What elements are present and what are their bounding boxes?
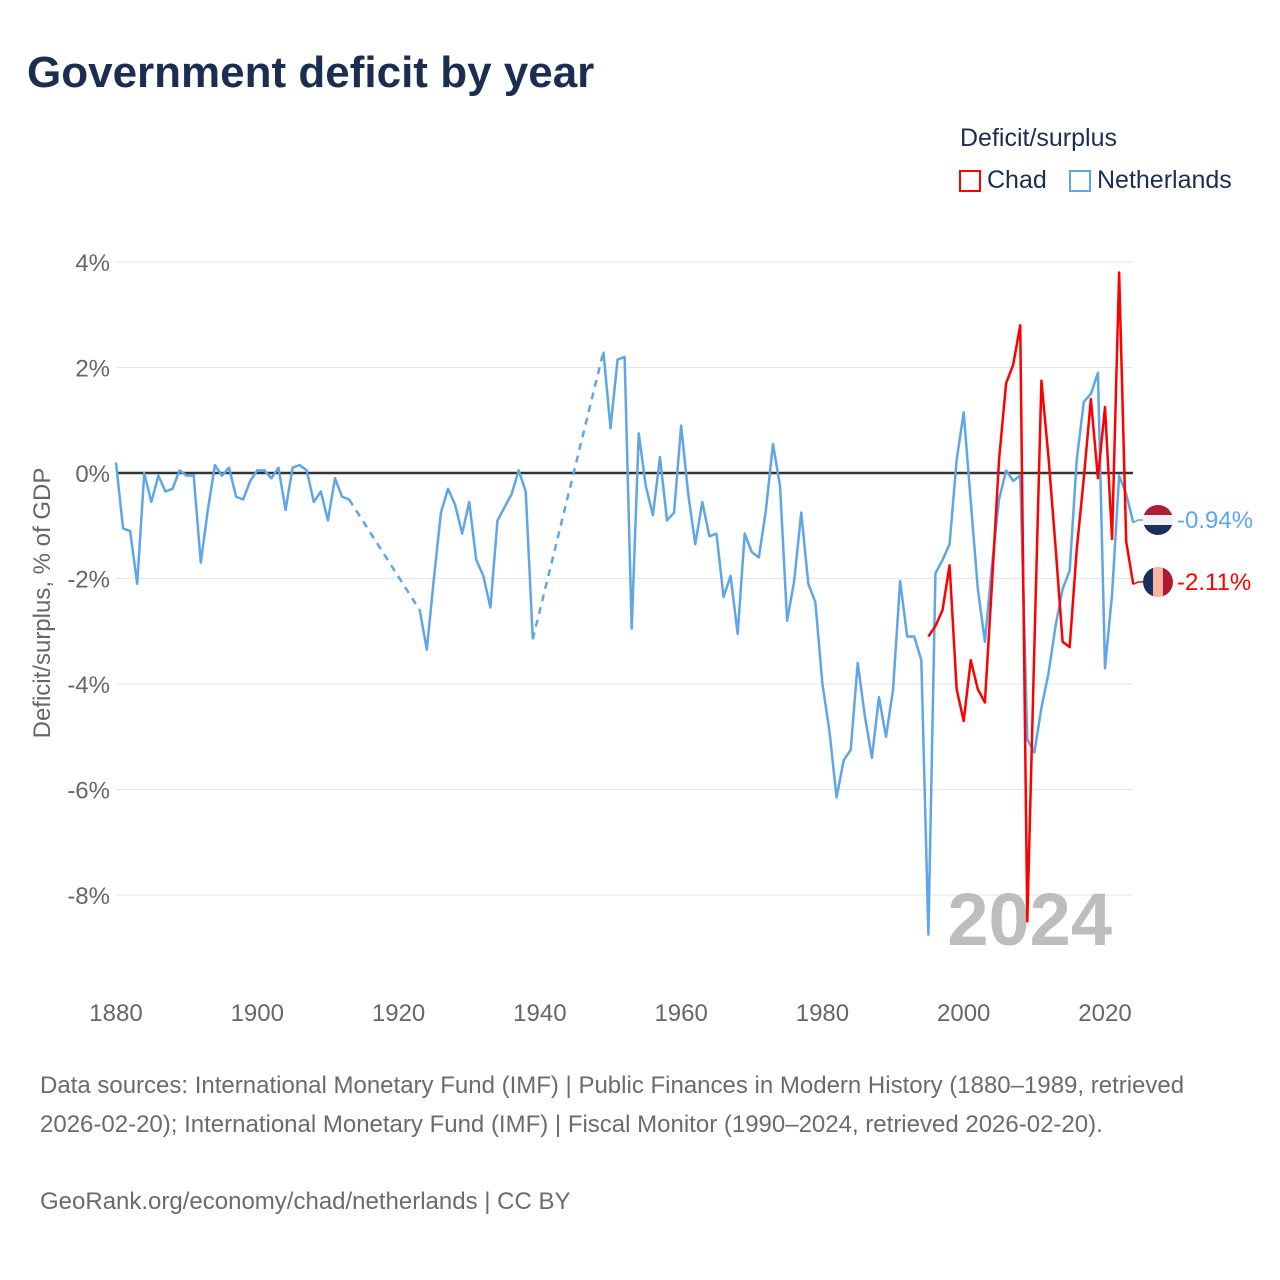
- y-tick-label: -4%: [67, 672, 110, 699]
- attribution-link[interactable]: GeoRank.org/economy/chad/netherlands | C…: [40, 1188, 571, 1215]
- legend-item-netherlands[interactable]: Netherlands: [1069, 166, 1232, 195]
- flag-stripe: [1153, 567, 1164, 597]
- end-value-label-chad: -2.11%: [1177, 569, 1251, 596]
- year-watermark: 2024: [947, 878, 1112, 961]
- y-tick-label: -2%: [67, 567, 110, 594]
- flag-stripe: [1163, 567, 1173, 597]
- legend-swatch-chad: [959, 169, 981, 192]
- legend-item-chad[interactable]: Chad: [959, 166, 1047, 195]
- end-label-connector-netherlands: [1132, 519, 1145, 524]
- y-tick-labels: 4% 2% 0% -2% -4% -6% -8%: [67, 250, 110, 910]
- series-gap-netherlands: [531, 351, 605, 640]
- end-label-connector-chad: [1132, 581, 1145, 585]
- flag-icon-chad: [1143, 567, 1173, 597]
- x-tick-label: 2000: [937, 1000, 990, 1027]
- series-line-chad: [927, 271, 1135, 923]
- x-tick-labels: 1880 1900 1920 1940 1960 1980 2000 2020: [89, 1000, 1131, 1027]
- legend-label-chad: Chad: [987, 166, 1047, 194]
- chart-title: Government deficit by year: [27, 48, 595, 97]
- y-tick-label: 2%: [75, 356, 110, 383]
- x-tick-label: 1980: [796, 1000, 849, 1027]
- x-tick-label: 1880: [89, 1000, 142, 1027]
- flag-stripe: [1143, 525, 1173, 535]
- series-line-netherlands: [418, 469, 535, 651]
- y-tick-label: 0%: [75, 461, 110, 488]
- y-tick-label: 4%: [75, 250, 110, 277]
- x-tick-label: 1960: [654, 1000, 707, 1027]
- flag-stripe: [1143, 505, 1173, 516]
- x-tick-label: 1940: [513, 1000, 566, 1027]
- series-lines: [114, 271, 1135, 936]
- data-sources: Data sources: International Monetary Fun…: [40, 1072, 1185, 1138]
- end-labels: -0.94% -2.11%: [1132, 505, 1253, 597]
- line-chart: 4%2%0%-2%-4%-6%-8% 1880 1900 1920 1940 1960 1…: [29, 250, 1253, 1027]
- y-tick-label: -8%: [67, 883, 110, 910]
- legend-label-netherlands: Netherlands: [1097, 166, 1232, 194]
- end-value-label-netherlands: -0.94%: [1177, 507, 1253, 534]
- legend-swatch-netherlands: [1069, 169, 1091, 192]
- x-tick-label: 1920: [372, 1000, 425, 1027]
- flag-stripe: [1143, 567, 1154, 597]
- series-line-netherlands: [602, 351, 1135, 936]
- y-axis-title: Deficit/surplus, % of GDP: [29, 468, 56, 739]
- x-tick-label: 1900: [231, 1000, 284, 1027]
- y-tick-label: -6%: [67, 778, 110, 805]
- series-gap-netherlands: [348, 498, 421, 611]
- legend-title: Deficit/surplus: [960, 124, 1117, 152]
- x-tick-label: 2020: [1078, 1000, 1131, 1027]
- flag-icon-netherlands: [1143, 505, 1173, 535]
- series-line-netherlands: [114, 462, 350, 586]
- flag-stripe: [1143, 515, 1173, 526]
